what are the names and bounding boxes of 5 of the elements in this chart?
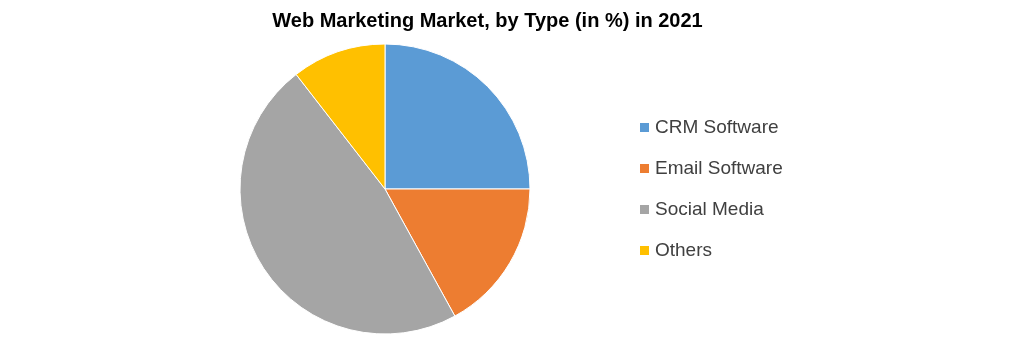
chart-title: Web Marketing Market, by Type (in %) in 2021 [272, 9, 703, 31]
legend-label: Others [655, 239, 713, 261]
legend-label: Email Software [655, 157, 783, 179]
legend-label: Social Media [655, 198, 765, 220]
legend-label: CRM Software [655, 116, 779, 138]
